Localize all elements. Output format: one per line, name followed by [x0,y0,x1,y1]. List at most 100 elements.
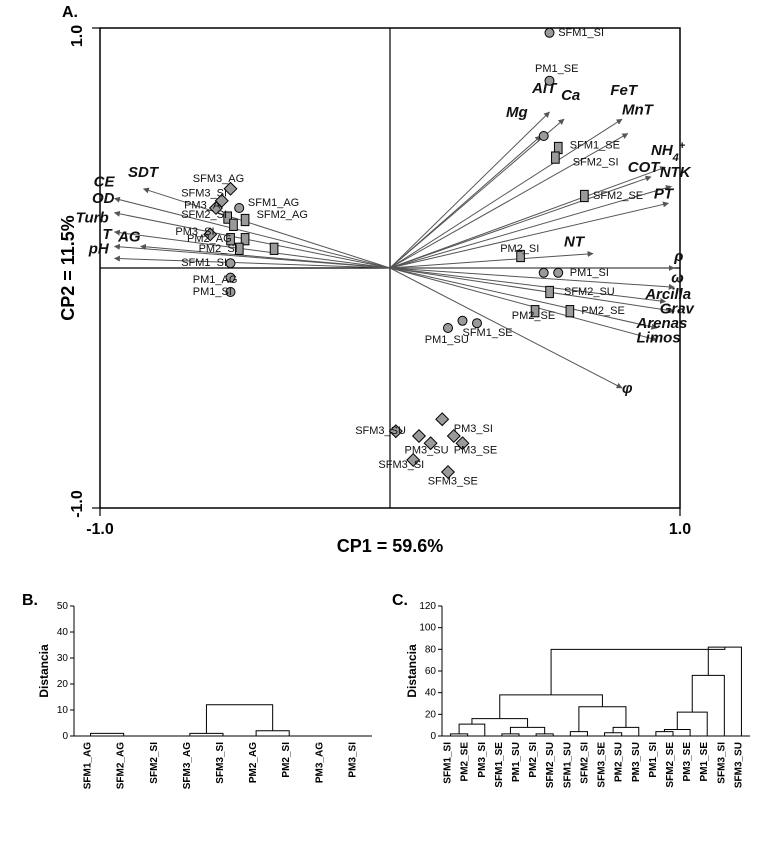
point-label: SFM3_AG [193,173,244,185]
vector-label-CE: CE [94,173,116,190]
point-label: SFM2_AG [257,209,308,221]
point-label: SFM3_SI [378,459,424,471]
point-unnamed [539,268,548,277]
vector-label-ω: ω [671,269,684,286]
leaf-label: PM2_SE [460,742,471,782]
vector-label-Mg: Mg [506,104,528,121]
point-label: PM2_SI [199,243,238,255]
leaf-label: PM3_AG [314,742,325,783]
cluster-link [613,727,639,736]
panel-b-label: B. [22,592,38,610]
leaf-label: SFM2_AG [116,742,127,789]
point-unnamed [270,243,278,254]
leaf-label: SFM2_SU [545,742,556,788]
point-label: SFM3_SE [428,476,478,488]
leaf-label: PM2_SI [528,742,539,778]
pca-biplot: -1.0 1.0 1.0 -1.0 CP1 = 59.6% CP2 = 11.5… [60,18,720,558]
leaf-label: PM3_SE [682,742,693,782]
ytick: 20 [425,709,437,720]
dendrogram-b: 01020304050DistanciaSFM1_AGSFM2_AGSFM2_S… [38,600,378,840]
leaf-label: PM3_SI [347,742,358,778]
xtick-min: -1.0 [86,521,114,538]
point-label: PM3_SU [405,444,449,456]
point-label: SFM3_SU [355,425,406,437]
dendrogram-c: 020406080100120DistanciaSFM1_SIPM2_SEPM3… [406,600,756,840]
leaf-label: SFM1_SU [562,742,573,788]
point-label: PM2_SI [500,243,539,255]
ytick: 50 [57,601,69,612]
point-label: PM2_SE [512,310,555,322]
vector-Arcilla [390,268,666,302]
point-PM2_SE [566,306,574,317]
leaf-label: PM3_SI [477,742,488,778]
ytick: 120 [419,601,436,612]
point-label: PM3_SE [454,444,497,456]
point-label: SFM1_AG [248,197,299,209]
ytick-max: 1.0 [69,25,86,47]
y-axis-label: Distancia [37,644,51,698]
leaf-label: SFM2_SE [665,742,676,788]
point-label: SFM2_SI [573,156,619,168]
leaf-label: SFM2_SI [149,742,160,784]
vector-label-NT: NT [564,233,586,250]
leaf-label: PM2_AG [248,742,259,783]
x-axis-label: CP1 = 59.6% [337,536,444,556]
vector-label-Limos: Limos [637,329,681,346]
point-label: PM1_SI [193,286,232,298]
ytick: 0 [430,731,436,742]
cluster-link [692,675,724,736]
vector-label-COT: COT [628,159,662,176]
ytick: 20 [57,679,69,690]
point-SFM1_SI [226,259,235,268]
vector-label-PT: PT [654,185,675,202]
ytick: 100 [419,623,436,634]
leaf-label: SFM1_SE [494,742,505,788]
ytick: 40 [57,627,69,638]
point-label: SFM1_SE [570,140,620,152]
cluster-link [570,732,587,736]
point-SFM1_AG [235,204,244,213]
vector-label-MnT: MnT [622,101,655,118]
point-label: PM1_AG [193,274,238,286]
cluster-link [656,732,673,736]
ytick: 40 [425,688,437,699]
leaf-label: SFM2_SI [579,742,590,784]
leaf-label: SFM3_SI [716,742,727,784]
point-label: SFM3_SI [181,188,227,200]
point-unnamed [458,316,467,325]
leaf-label: SFM1_AG [83,742,94,789]
point-SFM2_AG [241,214,249,225]
xtick-max: 1.0 [669,521,691,538]
point-unnamed [539,132,548,141]
leaf-label: SFM3_SI [215,742,226,784]
cluster-link [708,647,741,736]
point-label: SFM2_SI [181,209,227,221]
point-SFM2_SI [552,152,560,163]
leaf-label: PM2_SI [281,742,292,778]
point-label: SFM2_SE [593,190,643,202]
ytick: 30 [57,653,69,664]
cluster-link [677,712,707,736]
vector-label-AG: AG [117,229,141,246]
cluster-link [510,727,544,734]
vector-label-SDT: SDT [128,164,160,181]
point-label: SFM1_SI [558,27,604,39]
point-label: PM1_SI [570,267,609,279]
leaf-label: SFM1_SI [443,742,454,784]
cluster-link [579,707,626,732]
point-label: SFM2_SU [564,286,615,298]
point-PM1_SU [444,324,453,333]
point-SFM2_SE [581,190,589,201]
leaf-label: SFM3_SE [597,742,608,788]
y-axis-label: CP2 = 11.5% [60,215,78,321]
point-label: PM2_SE [581,305,624,317]
vector-label-FeT: FeT [610,82,639,99]
point-PM1_SI [554,268,563,277]
vector-label-Turb: Turb [76,209,109,226]
cluster-link [472,719,528,728]
point-unnamed [413,430,426,443]
cluster-link [664,730,690,737]
cluster-link [551,647,725,695]
ytick: 60 [425,666,437,677]
point-label: PM3_SI [454,423,493,435]
